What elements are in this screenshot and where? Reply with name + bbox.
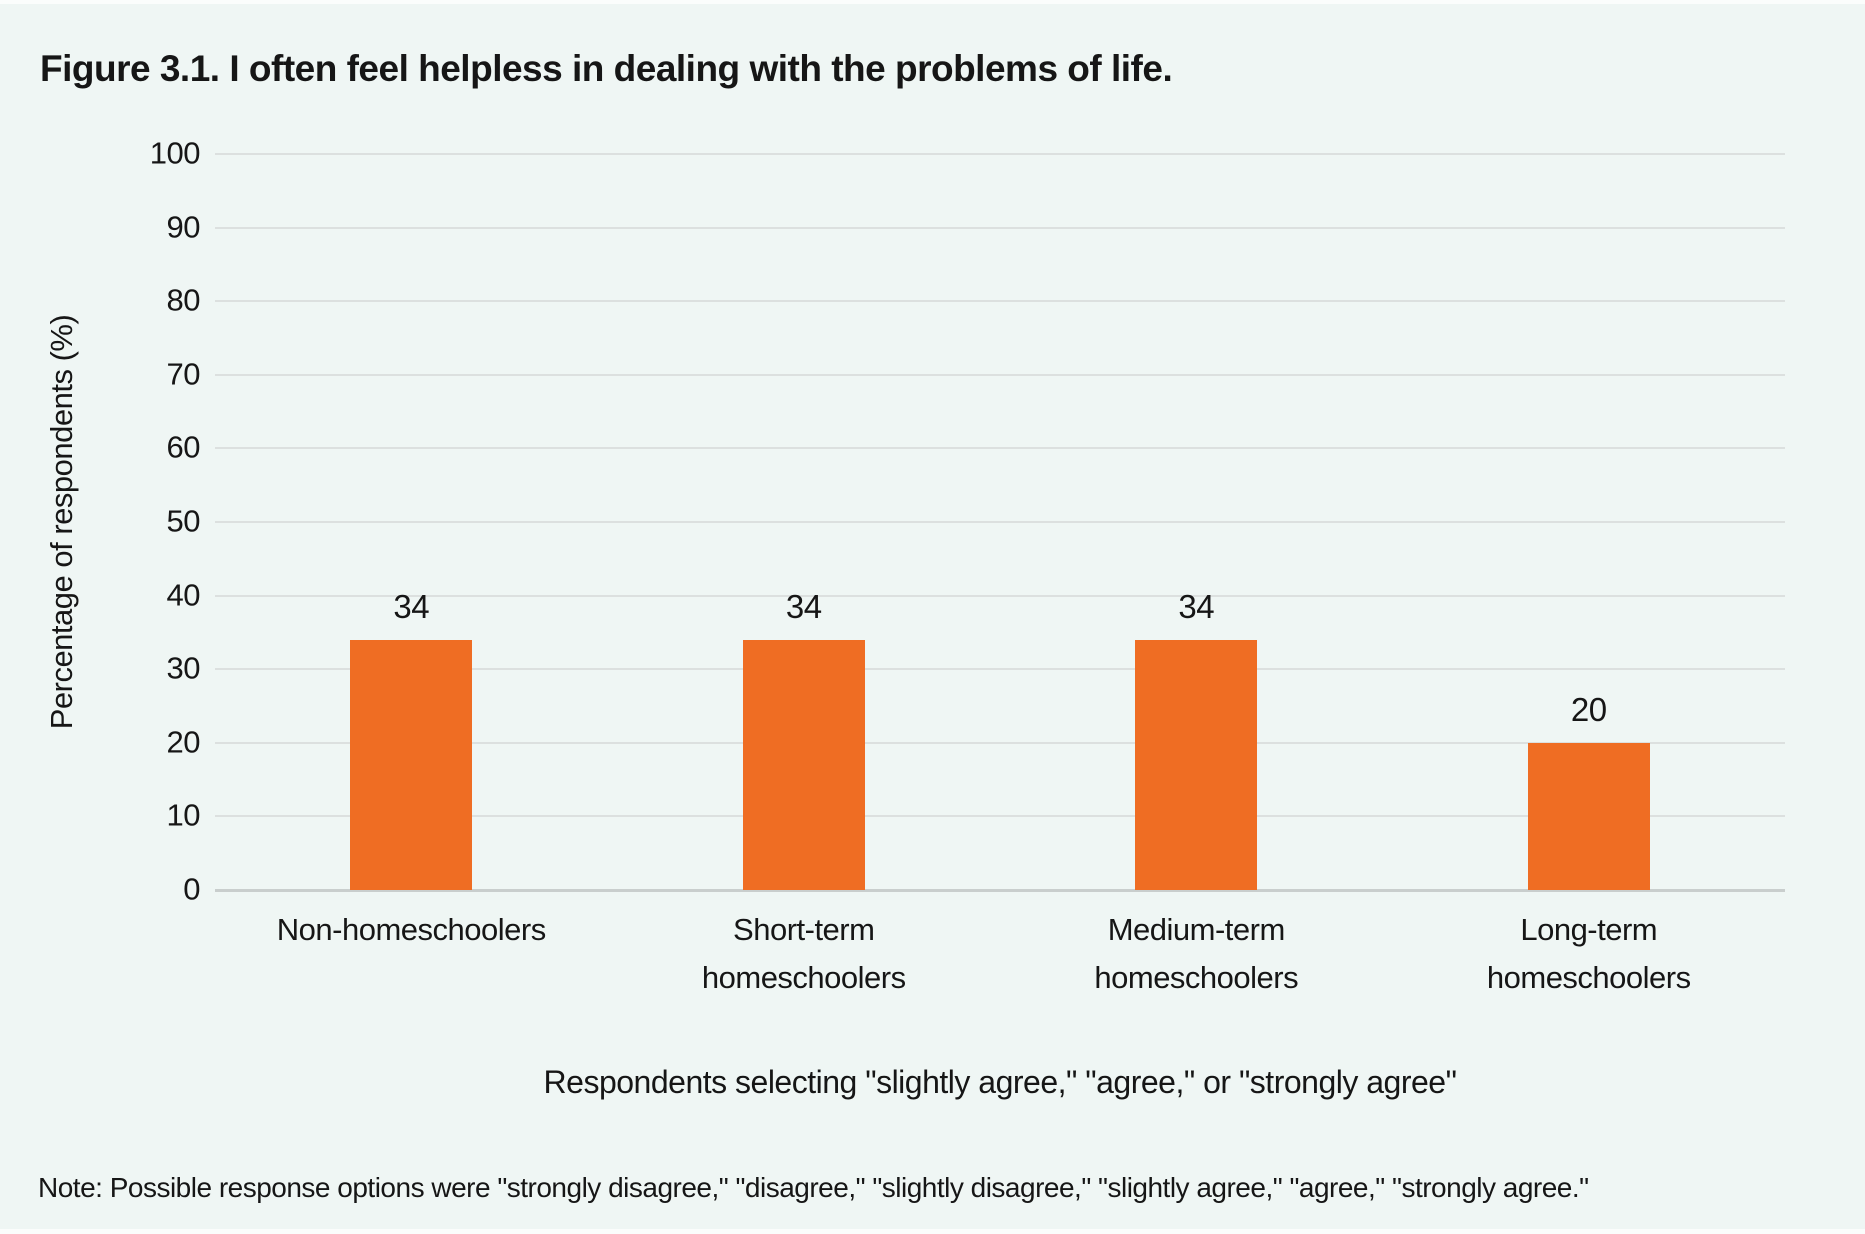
y-tick-label: 0: [183, 871, 200, 907]
bar-value-label: 34: [393, 587, 430, 625]
gridline: [215, 300, 1785, 303]
y-tick-label: 20: [166, 724, 201, 760]
bar-slot: 34: [215, 154, 608, 890]
bar: [1527, 742, 1650, 890]
category-label-line: homeschoolers: [1094, 960, 1299, 995]
bar-value-label: 20: [1570, 690, 1607, 728]
gridline: [215, 594, 1785, 597]
y-tick-label: 70: [166, 356, 201, 392]
category-label-line: homeschoolers: [1486, 960, 1691, 995]
gridline: [215, 521, 1785, 523]
category-label: Long-term homeschoolers: [1393, 906, 1786, 1002]
y-axis-ticks: 0 10 20 30 40 50 60 70 80 90 100: [90, 135, 201, 906]
y-axis-title: Percentage of respondents (%): [44, 314, 79, 730]
category-label: Short-term homeschoolers: [608, 906, 1001, 1002]
category-label-line: homeschoolers: [701, 960, 906, 995]
category-label: Non-homeschoolers: [215, 906, 608, 954]
bars-container: 34 34 34 20: [215, 154, 1785, 890]
y-tick-label: 30: [166, 650, 201, 686]
top-margin-strip: [0, 0, 1865, 4]
y-tick-label: 100: [149, 135, 201, 171]
y-tick-label: 80: [166, 282, 201, 318]
plot-area: 34 34 34 20: [215, 153, 1785, 892]
y-tick-label: 90: [166, 208, 201, 244]
bar-slot: 20: [1393, 154, 1786, 890]
bottom-margin-strip: [0, 1229, 1865, 1234]
bar-slot: 34: [608, 154, 1001, 890]
gridline: [215, 447, 1785, 450]
category-label-line: Long-term: [1520, 912, 1658, 947]
y-tick-label: 10: [166, 797, 201, 833]
y-tick-label: 40: [166, 576, 201, 612]
bar: [1135, 639, 1258, 890]
x-axis-title: Respondents selecting "slightly agree," …: [543, 1064, 1457, 1100]
gridline: [215, 815, 1785, 818]
bar: [742, 639, 865, 890]
y-tick-label: 50: [166, 503, 201, 539]
bar-value-label: 34: [785, 587, 822, 625]
x-axis-line: [215, 888, 1785, 892]
bar-slot: 34: [1000, 154, 1393, 890]
category-label-line: Medium-term: [1107, 912, 1286, 947]
y-tick-label: 60: [166, 429, 201, 465]
category-label-line: Non-homeschoolers: [276, 912, 546, 947]
gridline: [215, 373, 1785, 376]
gridline: [215, 741, 1785, 744]
footnote: Note: Possible response options were "st…: [38, 1172, 1589, 1203]
category-label: Medium-term homeschoolers: [1000, 906, 1393, 1002]
bar: [350, 639, 473, 890]
gridline: [215, 668, 1785, 671]
bar-value-label: 34: [1178, 587, 1215, 625]
gridline: [215, 226, 1785, 229]
gridline: [215, 153, 1785, 155]
figure-title: Figure 3.1. I often feel helpless in dea…: [40, 48, 1173, 89]
category-label-line: Short-term: [733, 912, 875, 947]
